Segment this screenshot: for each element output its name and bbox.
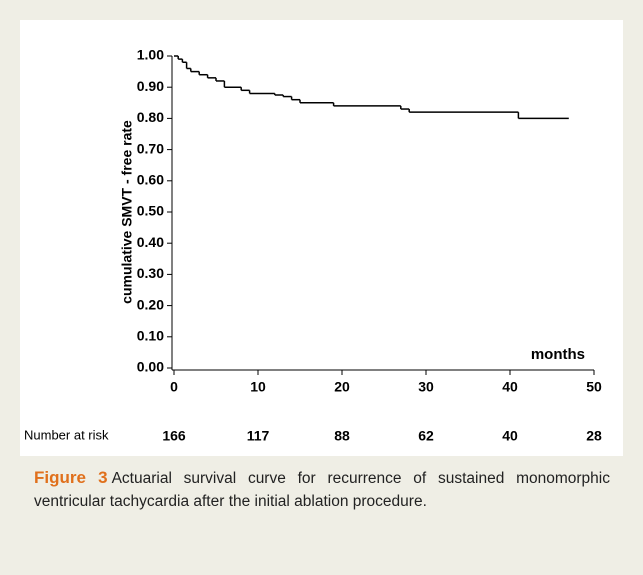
caption: Figure 3 Actuarial survival curve for rec… xyxy=(34,466,610,513)
y-tick-label: 0.50 xyxy=(137,203,164,219)
risk-value: 40 xyxy=(502,428,518,444)
caption-label: Figure 3 xyxy=(34,468,108,487)
chart-panel xyxy=(20,20,623,456)
risk-value: 88 xyxy=(334,428,350,444)
x-tick-label: 30 xyxy=(418,379,434,395)
chart: cumulative SMVT - free rate months Numbe… xyxy=(20,20,623,456)
annotation: months xyxy=(531,346,585,363)
y-tick-label: 0.70 xyxy=(137,140,164,156)
y-tick-label: 0.60 xyxy=(137,172,164,188)
y-tick-label: 0.20 xyxy=(137,296,164,312)
y-axis-label: cumulative SMVT - free rate xyxy=(119,120,135,304)
caption-text: Actuarial survival curve for recurrence … xyxy=(34,470,610,510)
y-tick-label: 0.40 xyxy=(137,234,164,250)
x-tick-label: 40 xyxy=(502,379,518,395)
risk-value: 166 xyxy=(162,428,186,444)
y-tick-label: 1.00 xyxy=(137,47,164,63)
y-tick-label: 0.10 xyxy=(137,328,164,344)
x-tick-label: 10 xyxy=(250,379,266,395)
y-tick-label: 0.30 xyxy=(137,265,164,281)
risk-label: Number at risk xyxy=(24,427,109,442)
x-tick-label: 50 xyxy=(586,379,602,395)
x-tick-label: 0 xyxy=(170,379,178,395)
risk-value: 117 xyxy=(247,428,270,444)
risk-value: 62 xyxy=(418,428,434,444)
x-tick-label: 20 xyxy=(334,379,350,395)
y-tick-label: 0.80 xyxy=(137,109,164,125)
risk-value: 28 xyxy=(586,428,602,444)
y-tick-label: 0.00 xyxy=(137,359,164,375)
y-tick-label: 0.90 xyxy=(137,78,164,94)
